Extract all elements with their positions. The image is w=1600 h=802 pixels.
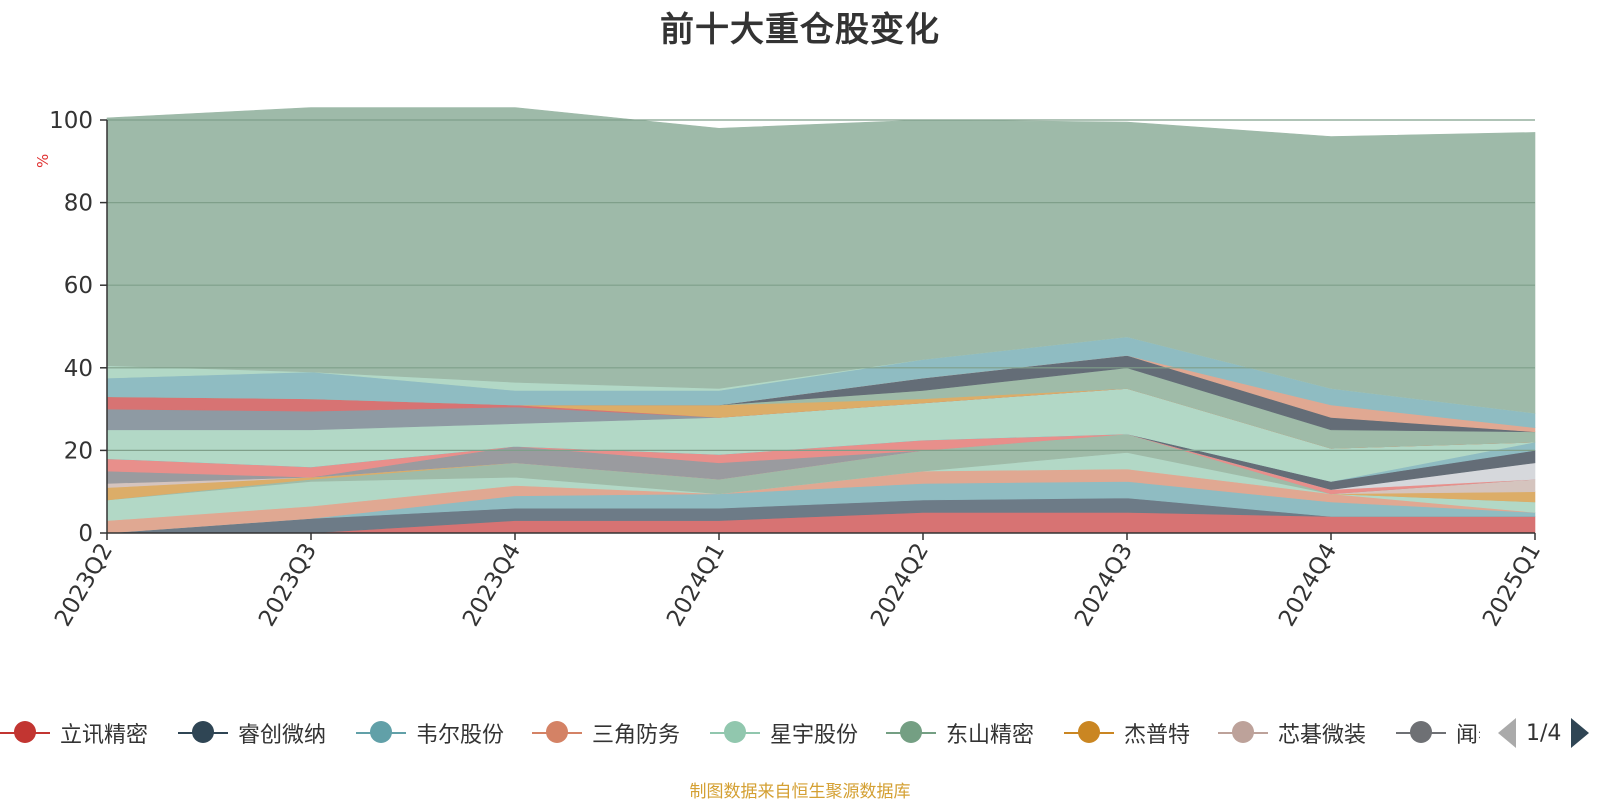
legend-item[interactable]: 三角防务 [532, 713, 680, 753]
legend-marker-icon [1396, 713, 1446, 753]
legend-marker-icon [710, 713, 760, 753]
legend-label: 杰普特 [1124, 723, 1191, 748]
y-tick-label: 20 [64, 438, 93, 464]
legend-marker-icon [356, 713, 406, 753]
data-source-note: 制图数据来自恒生聚源数据库 [689, 782, 911, 802]
y-tick-label: 100 [49, 108, 93, 134]
area-series-23[interactable] [106, 107, 1536, 414]
legend-marker-icon [1218, 713, 1268, 753]
legend-item[interactable]: 芯碁微装 [1218, 713, 1366, 753]
x-tick-label: 2024Q2 [866, 539, 934, 631]
legend-item[interactable]: 韦尔股份 [356, 713, 504, 753]
x-tick-label: 2024Q3 [1070, 539, 1138, 631]
legend-label: 立讯精密 [60, 723, 149, 748]
x-tick-label: 2025Q1 [1478, 539, 1546, 631]
legend-item[interactable]: 星宇股份 [710, 713, 858, 753]
x-tick-label: 2024Q1 [662, 539, 730, 631]
y-tick-label: 40 [64, 356, 93, 382]
x-tick-label: 2023Q3 [254, 539, 322, 631]
x-tick-label: 2023Q4 [458, 539, 526, 631]
legend-pager: 1/4 [1498, 717, 1590, 749]
legend-next-page-arrow-icon[interactable] [1571, 718, 1590, 748]
y-tick-label: 60 [64, 273, 93, 299]
legend-label: 三角防务 [592, 723, 681, 748]
legend-marker-icon [1064, 713, 1114, 753]
legend-item[interactable]: 东山精密 [886, 713, 1034, 753]
y-tick-label: 80 [64, 191, 93, 217]
x-tick-label: 2024Q4 [1274, 539, 1342, 631]
legend-item[interactable]: 闻泰 [1396, 713, 1480, 753]
legend-marker-icon [532, 713, 582, 753]
legend-marker-icon [886, 713, 936, 753]
grid-lines [107, 119, 1535, 451]
legend-label: 芯碁微装 [1278, 723, 1367, 748]
legend-label: 韦尔股份 [416, 723, 505, 748]
chart-title: 前十大重仓股变化 [660, 10, 940, 50]
legend-prev-page-arrow-icon[interactable] [1498, 718, 1516, 748]
legend-label: 东山精密 [946, 723, 1035, 748]
legend-item[interactable]: 睿创微纳 [178, 713, 326, 753]
legend-marker-icon [0, 713, 50, 753]
y-tick-label: 0 [78, 521, 93, 547]
legend: 立讯精密 睿创微纳 韦尔股份 三角防务 星宇股份 东山精密 杰普特 芯碁微装 闻泰 [0, 713, 1480, 753]
legend-label: 闻泰 [1456, 723, 1480, 748]
legend-marker-icon [178, 713, 228, 753]
legend-label: 睿创微纳 [238, 723, 327, 748]
legend-page-indicator: 1/4 [1526, 720, 1562, 746]
legend-item[interactable]: 立讯精密 [0, 713, 148, 753]
x-tick-label: 2023Q2 [50, 539, 118, 631]
area-layers [106, 107, 1536, 534]
legend-item[interactable]: 杰普特 [1064, 713, 1190, 753]
legend-label: 星宇股份 [770, 723, 859, 748]
